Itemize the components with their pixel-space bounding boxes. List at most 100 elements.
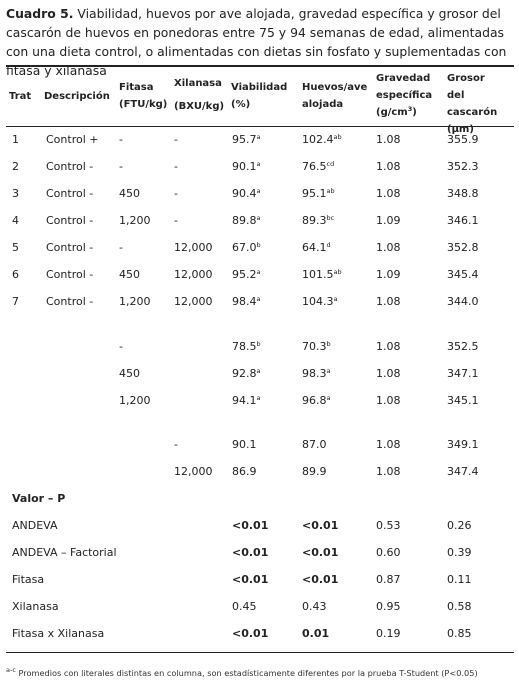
caption-label: Cuadro 5. xyxy=(6,6,74,21)
pvalue-gravedad: 0.87 xyxy=(376,573,401,586)
huevos-cell: 96.8a xyxy=(302,394,331,407)
grosor-cell: 347.4 xyxy=(447,465,479,478)
trat-cell: 2 xyxy=(12,160,19,173)
gravedad-cell: 1.08 xyxy=(376,295,401,308)
viabilidad-cell: 67.0b xyxy=(232,241,261,254)
pvalue-grosor: 0.26 xyxy=(447,519,472,532)
fitasa-cell: 1,200 xyxy=(119,214,151,227)
trat-cell: 4 xyxy=(12,214,19,227)
viabilidad-cell: 86.9 xyxy=(232,465,257,478)
viabilidad-cell: 90.1a xyxy=(232,160,261,173)
grosor-cell: 349.1 xyxy=(447,438,479,451)
pvalue-label: Fitasa x Xilanasa xyxy=(12,627,105,640)
pvalue-label: ANDEVA xyxy=(12,519,58,532)
viabilidad-cell: 95.7a xyxy=(232,133,261,146)
gravedad-cell: 1.08 xyxy=(376,187,401,200)
pvalue-grosor: 0.39 xyxy=(447,546,472,559)
header-grosor: Grosor del cascarón (µm) xyxy=(447,73,498,135)
pvalue-huevos: 0.43 xyxy=(302,600,327,613)
viabilidad-cell: 89.8a xyxy=(232,214,261,227)
fitasa-cell: - xyxy=(119,241,123,254)
grosor-cell: 352.5 xyxy=(447,340,479,353)
pvalue-viabilidad: <0.01 xyxy=(232,627,269,640)
grosor-cell: 348.8 xyxy=(447,187,479,200)
top-rule xyxy=(6,65,514,67)
footnote-marker: a-c xyxy=(6,666,16,674)
gravedad-cell: 1.08 xyxy=(376,367,401,380)
gravedad-cell: 1.08 xyxy=(376,160,401,173)
xilanasa-level-cell: - xyxy=(174,438,178,451)
fitasa-cell: 450 xyxy=(119,268,140,281)
fitasa-cell: - xyxy=(119,160,123,173)
gravedad-cell: 1.08 xyxy=(376,241,401,254)
description-cell: Control + xyxy=(46,133,99,146)
trat-cell: 7 xyxy=(12,295,19,308)
pvalue-huevos: <0.01 xyxy=(302,573,339,586)
xilanasa-cell: - xyxy=(174,133,178,146)
pvalue-huevos: <0.01 xyxy=(302,519,339,532)
bottom-rule xyxy=(6,652,514,653)
header-rule xyxy=(6,126,514,127)
huevos-cell: 102.4ab xyxy=(302,133,342,146)
pvalue-viabilidad: <0.01 xyxy=(232,546,269,559)
footnote-text: Promedios con literales distintas en col… xyxy=(15,668,478,678)
pvalue-grosor: 0.85 xyxy=(447,627,472,640)
viabilidad-cell: 98.4a xyxy=(232,295,261,308)
trat-cell: 1 xyxy=(12,133,19,146)
gravedad-cell: 1.08 xyxy=(376,465,401,478)
grosor-cell: 344.0 xyxy=(447,295,479,308)
header-fitasa: Fitasa (FTU/kg) xyxy=(119,82,168,110)
pvalue-huevos: 0.01 xyxy=(302,627,330,640)
xilanasa-level-cell: 12,000 xyxy=(174,465,213,478)
footnote: a-c Promedios con literales distintas en… xyxy=(6,666,478,678)
trat-cell: 5 xyxy=(12,241,19,254)
grosor-cell: 355.9 xyxy=(447,133,479,146)
grosor-cell: 345.1 xyxy=(447,394,479,407)
pvalue-gravedad: 0.60 xyxy=(376,546,401,559)
viabilidad-cell: 95.2a xyxy=(232,268,261,281)
table-caption: Cuadro 5. Viabilidad, huevos por ave alo… xyxy=(6,4,514,80)
gravedad-cell: 1.08 xyxy=(376,133,401,146)
pvalue-viabilidad: <0.01 xyxy=(232,573,269,586)
pvalue-viabilidad: <0.01 xyxy=(232,519,269,532)
grosor-cell: 345.4 xyxy=(447,268,479,281)
gravedad-cell: 1.08 xyxy=(376,340,401,353)
xilanasa-cell: - xyxy=(174,214,178,227)
pvalue-grosor: 0.58 xyxy=(447,600,472,613)
description-cell: Control - xyxy=(46,187,94,200)
grosor-cell: 352.3 xyxy=(447,160,479,173)
fitasa-cell: - xyxy=(119,133,123,146)
description-cell: Control - xyxy=(46,241,94,254)
gravedad-cell: 1.08 xyxy=(376,438,401,451)
xilanasa-cell: 12,000 xyxy=(174,295,213,308)
pvalue-gravedad: 0.53 xyxy=(376,519,401,532)
huevos-cell: 95.1ab xyxy=(302,187,335,200)
header-trat: Trat xyxy=(9,91,32,102)
grosor-cell: 346.1 xyxy=(447,214,479,227)
header-viabilidad: Viabilidad (%) xyxy=(231,82,288,110)
trat-cell: 3 xyxy=(12,187,19,200)
viabilidad-cell: 94.1a xyxy=(232,394,261,407)
trat-cell: 6 xyxy=(12,268,19,281)
huevos-cell: 64.1d xyxy=(302,241,331,254)
huevos-cell: 98.3a xyxy=(302,367,331,380)
pvalue-label: ANDEVA – Factorial xyxy=(12,546,117,559)
pvalue-title: Valor – P xyxy=(12,492,66,505)
xilanasa-cell: 12,000 xyxy=(174,268,213,281)
pvalue-gravedad: 0.95 xyxy=(376,600,401,613)
header-huevos: Huevos/ave alojada xyxy=(302,82,368,110)
fitasa-level-cell: 450 xyxy=(119,367,140,380)
fitasa-level-cell: - xyxy=(119,340,123,353)
xilanasa-cell: 12,000 xyxy=(174,241,213,254)
caption-text: Viabilidad, huevos por ave alojada, grav… xyxy=(6,6,507,78)
gravedad-cell: 1.09 xyxy=(376,268,401,281)
viabilidad-cell: 90.1 xyxy=(232,438,257,451)
xilanasa-cell: - xyxy=(174,160,178,173)
huevos-cell: 101.5ab xyxy=(302,268,342,281)
fitasa-level-cell: 1,200 xyxy=(119,394,151,407)
huevos-cell: 89.9 xyxy=(302,465,327,478)
fitasa-cell: 450 xyxy=(119,187,140,200)
pvalue-grosor: 0.11 xyxy=(447,573,472,586)
huevos-cell: 76.5cd xyxy=(302,160,335,173)
huevos-cell: 104.3a xyxy=(302,295,338,308)
